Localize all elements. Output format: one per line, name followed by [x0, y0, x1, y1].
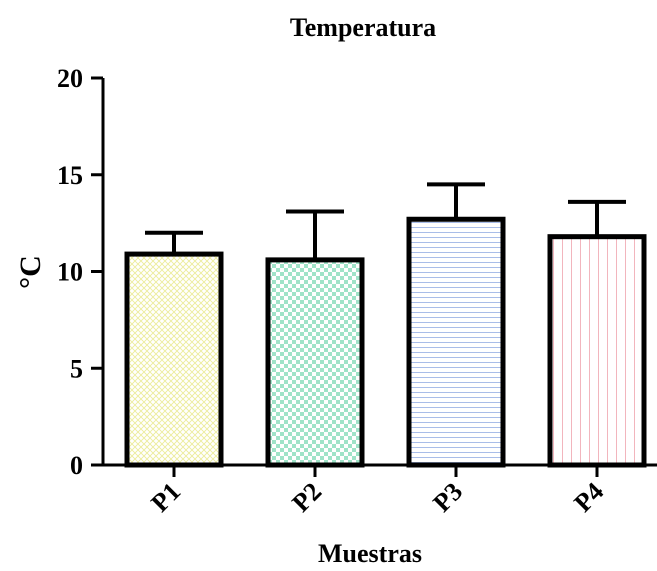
x-tick-label: P4 [568, 477, 609, 518]
x-tick-label: P2 [286, 477, 327, 518]
x-tick-label: P3 [427, 477, 468, 518]
bar-P4 [547, 234, 647, 468]
bar-P2 [265, 257, 365, 468]
y-tick-label: 5 [70, 354, 83, 383]
bars-layer [124, 182, 647, 468]
y-tick-label: 20 [57, 64, 83, 93]
y-tick-label: 15 [57, 161, 83, 190]
y-tick-label: 0 [70, 451, 83, 480]
y-axis-label: °C [14, 255, 47, 289]
y-tick-label: 10 [57, 258, 83, 287]
chart-title: Temperatura [290, 13, 436, 42]
x-axis-label: Muestras [318, 539, 422, 568]
bar-P3 [406, 216, 506, 468]
bar-P1 [124, 251, 224, 468]
x-tick-label: P1 [145, 477, 186, 518]
